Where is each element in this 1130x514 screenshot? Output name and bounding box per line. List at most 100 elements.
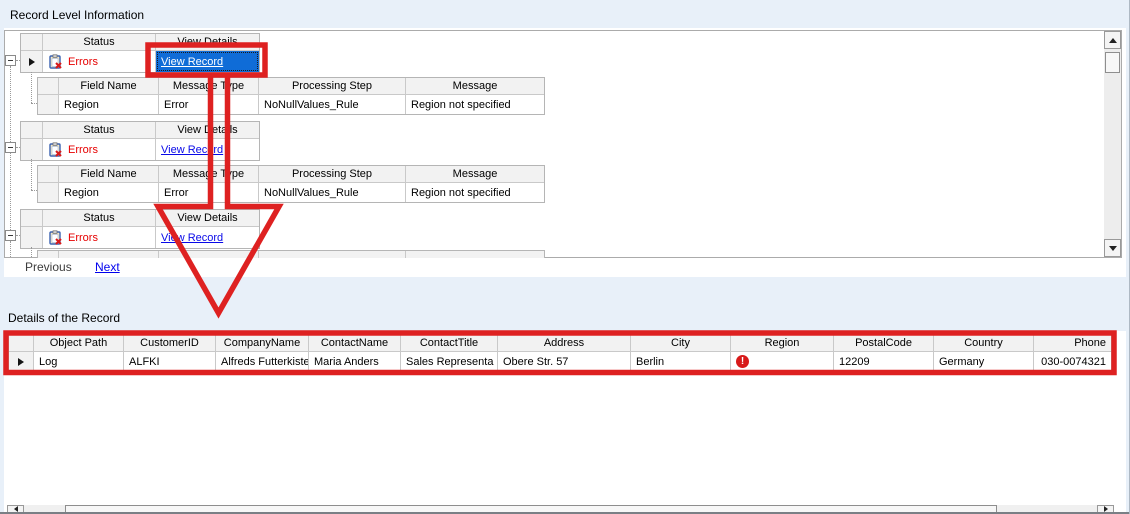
collapse-minus-icon[interactable] (5, 55, 16, 66)
clipboard-error-icon (49, 142, 62, 157)
tree-line (16, 235, 20, 236)
field-name-column-header[interactable]: Field Name (59, 78, 159, 94)
row-header-cell[interactable] (38, 95, 59, 114)
row-header-cell[interactable] (21, 227, 43, 248)
collapse-minus-icon[interactable] (5, 142, 16, 153)
field-name-cell: Region (59, 183, 159, 202)
status-label: Errors (68, 55, 98, 68)
region-column-header[interactable]: Region (731, 334, 834, 351)
field-name-cell: Region (59, 95, 159, 114)
view-record-cell-selected[interactable]: View Record (156, 51, 259, 72)
window-bottom-border (0, 512, 1129, 514)
previous-link[interactable]: Previous (25, 260, 72, 274)
customer-id-column-header[interactable]: CustomerID (124, 334, 216, 351)
status-label: Errors (68, 231, 98, 244)
status-cell: Errors (43, 51, 156, 72)
country-column-header[interactable]: Country (934, 334, 1034, 351)
processing-step-column-header[interactable]: Processing Step (259, 78, 406, 94)
contact-name-cell: Maria Anders (309, 352, 401, 371)
status-label: Errors (68, 143, 98, 156)
header-corner-cell (38, 166, 59, 182)
view-record-link[interactable]: View Record (161, 143, 224, 156)
country-cell: Germany (934, 352, 1034, 371)
vertical-scrollbar[interactable] (1104, 31, 1121, 257)
tree-line (31, 103, 37, 104)
message-type-column-header[interactable]: Message Type (159, 78, 259, 94)
table-row: Errors View Record (21, 51, 259, 72)
details-section-title: Details of the Record (8, 311, 121, 325)
next-link[interactable]: Next (95, 260, 120, 274)
field-name-column-header[interactable]: Field Name (59, 166, 159, 182)
row-header-cell[interactable] (21, 51, 43, 72)
page-title: Record Level Information (10, 8, 145, 22)
arrow-up-icon (1108, 37, 1117, 43)
message-column-header[interactable]: Message (406, 78, 544, 94)
processing-step-cell: NoNullValues_Rule (259, 183, 406, 202)
current-row-arrow-icon (18, 357, 24, 366)
table-row: Errors View Record (21, 139, 259, 160)
status-column-header[interactable]: Status (43, 210, 156, 226)
scrollbar-thumb[interactable] (1105, 52, 1120, 73)
object-path-cell: Log (34, 352, 124, 371)
message-type-cell: Error (159, 183, 259, 202)
contact-title-cell: Sales Representa (401, 352, 498, 371)
view-details-column-header[interactable]: View Details (156, 34, 259, 50)
status-column-header[interactable]: Status (43, 122, 156, 138)
message-cell: Region not specified (406, 95, 544, 114)
view-details-column-header[interactable]: View Details (156, 122, 259, 138)
header-corner-cell (21, 122, 43, 138)
clipboard-error-icon (49, 54, 62, 69)
table-row: Region Error NoNullValues_Rule Region no… (38, 183, 544, 202)
postal-code-column-header[interactable]: PostalCode (834, 334, 934, 351)
view-record-cell[interactable]: View Record (156, 227, 259, 248)
table-row: Region Error NoNullValues_Rule Region no… (38, 95, 544, 114)
view-record-link[interactable]: View Record (161, 231, 224, 244)
arrow-left-icon (13, 506, 18, 512)
phone-column-header[interactable]: Phone (1034, 334, 1111, 351)
city-cell: Berlin (631, 352, 731, 371)
status-cell: Errors (43, 139, 156, 160)
view-details-column-header[interactable]: View Details (156, 210, 259, 226)
address-column-header[interactable]: Address (498, 334, 631, 351)
header-corner-cell (21, 34, 43, 50)
object-path-column-header[interactable]: Object Path (34, 334, 124, 351)
tree-line (31, 72, 32, 103)
clipboard-error-icon (49, 230, 62, 245)
scroll-up-button[interactable] (1104, 31, 1121, 49)
tree-line (16, 147, 20, 148)
status-column-header[interactable]: Status (43, 34, 156, 50)
customer-id-cell: ALFKI (124, 352, 216, 371)
collapse-minus-icon[interactable] (5, 230, 16, 241)
arrow-right-icon (1103, 506, 1108, 512)
tree-line (31, 159, 32, 190)
company-name-cell: Alfreds Futterkiste (216, 352, 309, 371)
message-column-header[interactable]: Message (406, 166, 544, 182)
table-row: Errors View Record (21, 227, 259, 248)
tree-line (16, 60, 20, 61)
message-type-column-header[interactable]: Message Type (159, 166, 259, 182)
header-corner-cell (38, 78, 59, 94)
city-column-header[interactable]: City (631, 334, 731, 351)
tree-line (31, 190, 37, 191)
processing-step-column-header[interactable]: Processing Step (259, 166, 406, 182)
view-record-link[interactable]: View Record (161, 55, 224, 68)
record-group-1-child-grid: Field Name Message Type Processing Step … (37, 77, 545, 115)
current-row-arrow-icon (28, 57, 35, 66)
company-name-column-header[interactable]: CompanyName (216, 334, 309, 351)
tree-line (10, 241, 11, 257)
contact-name-column-header[interactable]: ContactName (309, 334, 401, 351)
row-header-cell[interactable] (38, 183, 59, 202)
view-record-cell[interactable]: View Record (156, 139, 259, 160)
header-corner-cell (21, 210, 43, 226)
details-grid: Object Path CustomerID CompanyName Conta… (8, 333, 1112, 372)
processing-step-cell: NoNullValues_Rule (259, 95, 406, 114)
contact-title-column-header[interactable]: ContactTitle (401, 334, 498, 351)
message-cell: Region not specified (406, 183, 544, 202)
table-row: Log ALFKI Alfreds Futterkiste Maria Ande… (9, 352, 1111, 371)
scroll-down-button[interactable] (1104, 239, 1121, 257)
record-group-2-child-grid: Field Name Message Type Processing Step … (37, 165, 545, 203)
row-header-cell[interactable] (9, 352, 34, 371)
error-exclamation-icon: ! (736, 355, 749, 368)
row-header-cell[interactable] (21, 139, 43, 160)
